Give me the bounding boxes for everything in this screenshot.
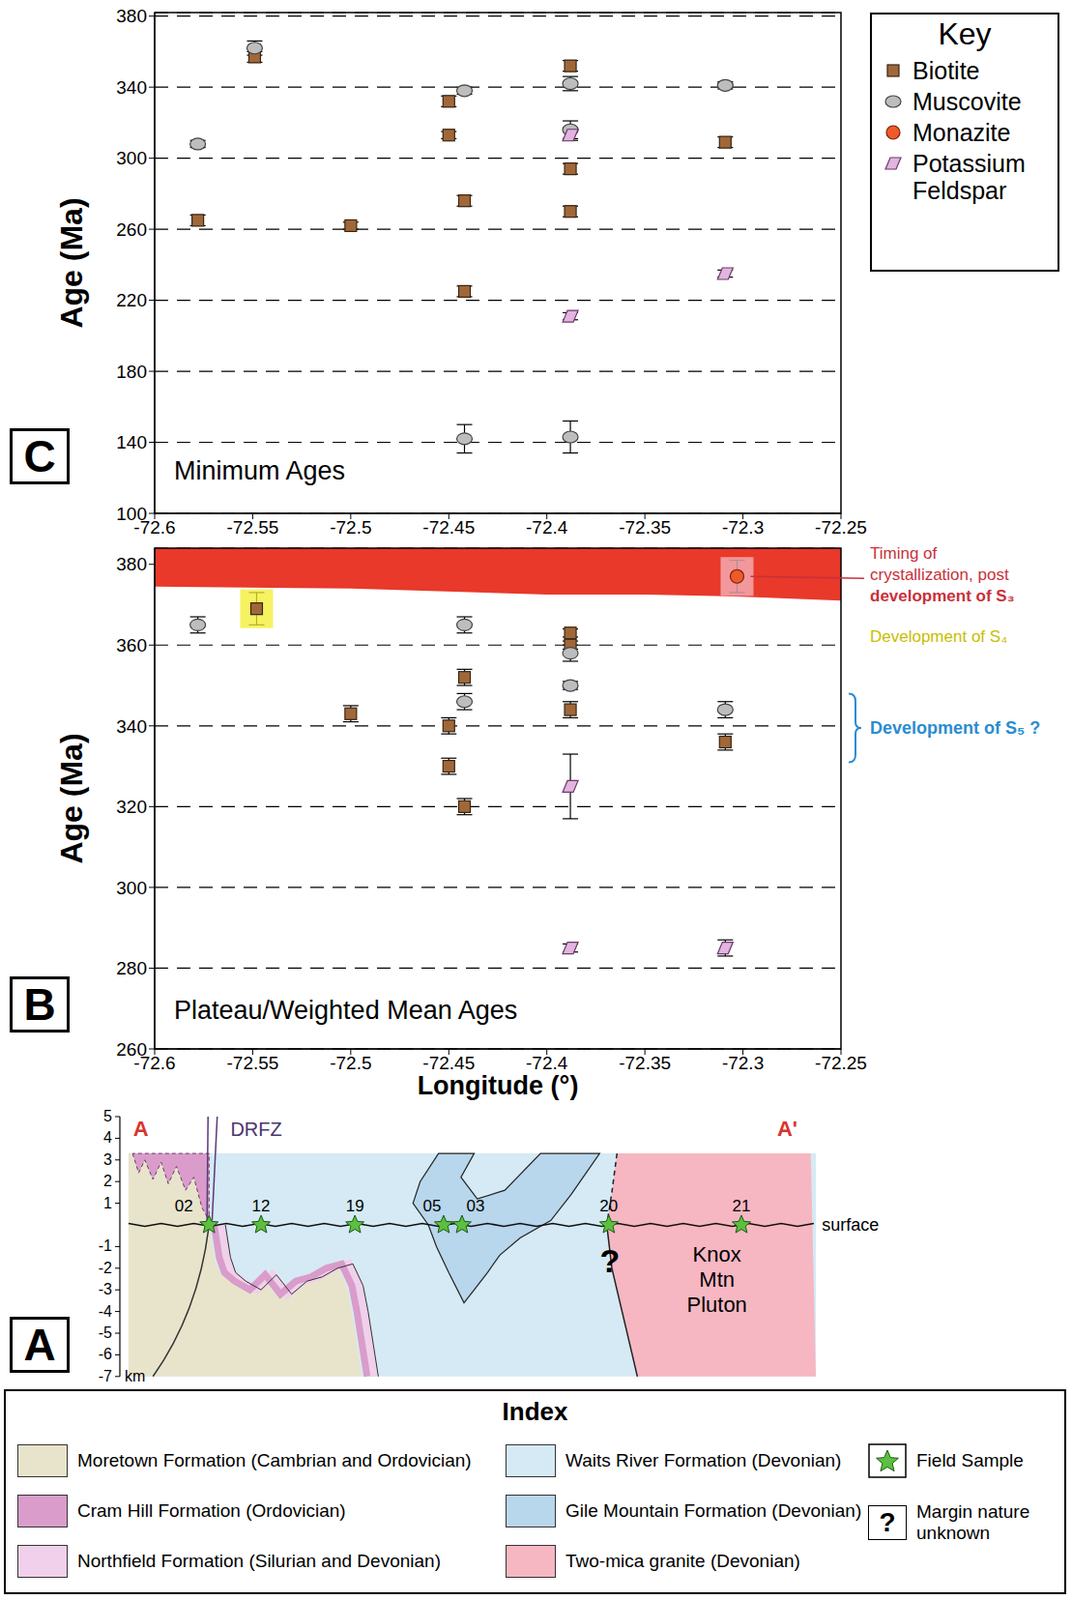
html-text:Plateau/Weighted Mean Ages: Plateau/Weighted Mean Ages bbox=[173, 995, 518, 1025]
svg-text:5: 5 bbox=[103, 1107, 113, 1125]
svg-text:360: 360 bbox=[115, 635, 147, 656]
svg-text:12: 12 bbox=[252, 1196, 271, 1216]
svg-text:-5: -5 bbox=[98, 1324, 113, 1341]
svg-text:-7: -7 bbox=[98, 1367, 113, 1385]
svg-text:crystallization, post: crystallization, post bbox=[869, 565, 1010, 584]
svg-text:development of S₃: development of S₃ bbox=[869, 586, 1015, 606]
svg-text:20: 20 bbox=[599, 1196, 618, 1216]
html-text:Gile Mountain Formation (Devon: Gile Mountain Formation (Devonian) bbox=[565, 1500, 862, 1521]
svg-text:180: 180 bbox=[115, 361, 147, 382]
svg-text:380: 380 bbox=[115, 5, 147, 27]
svg-text:-72.25: -72.25 bbox=[814, 517, 868, 538]
svg-text:-3: -3 bbox=[98, 1280, 113, 1298]
svg-text:-72.5: -72.5 bbox=[329, 1052, 372, 1073]
html-text:Field Sample: Field Sample bbox=[916, 1449, 1024, 1471]
svg-text:-4: -4 bbox=[98, 1303, 113, 1320]
html-text:Northfield Formation (Silurian: Northfield Formation (Silurian and Devon… bbox=[77, 1550, 441, 1571]
svg-text:340: 340 bbox=[115, 77, 147, 98]
svg-text:-1: -1 bbox=[98, 1237, 113, 1254]
html-text:Key: Key bbox=[938, 16, 992, 52]
svg-text:Mtn: Mtn bbox=[698, 1267, 735, 1292]
svg-text:-6: -6 bbox=[98, 1345, 113, 1362]
svg-text:320: 320 bbox=[115, 796, 147, 817]
html-text:C: C bbox=[23, 431, 56, 482]
html-text:Cram Hill Formation (Ordovicia: Cram Hill Formation (Ordovician) bbox=[77, 1500, 346, 1521]
svg-text:km: km bbox=[124, 1367, 145, 1385]
svg-text:21: 21 bbox=[732, 1196, 752, 1216]
html-text:Margin nature unknown: Margin nature unknown bbox=[916, 1501, 1030, 1543]
svg-text:4: 4 bbox=[103, 1129, 113, 1146]
svg-text:-72.6: -72.6 bbox=[133, 517, 176, 538]
svg-text:-72.25: -72.25 bbox=[814, 1052, 868, 1073]
html-text:B: B bbox=[23, 979, 56, 1030]
svg-text:280: 280 bbox=[115, 957, 147, 979]
svg-text:-72.45: -72.45 bbox=[422, 1052, 475, 1073]
svg-text:-72.35: -72.35 bbox=[618, 517, 671, 538]
svg-text:380: 380 bbox=[115, 553, 147, 575]
svg-text:1: 1 bbox=[103, 1194, 113, 1212]
svg-text:?: ? bbox=[599, 1242, 620, 1279]
html-text:Minimum Ages: Minimum Ages bbox=[173, 456, 346, 486]
html-text:Potassium Feldspar: Potassium Feldspar bbox=[912, 149, 1026, 204]
svg-text:300: 300 bbox=[115, 147, 147, 169]
svg-text:300: 300 bbox=[115, 877, 147, 899]
html-text:Two-mica granite (Devonian): Two-mica granite (Devonian) bbox=[565, 1550, 801, 1571]
svg-text:surface: surface bbox=[821, 1215, 879, 1235]
html-text:Moretown Formation (Cambrian a: Moretown Formation (Cambrian and Ordovic… bbox=[77, 1449, 472, 1471]
svg-text:-72.55: -72.55 bbox=[226, 1052, 279, 1073]
svg-text:-72.4: -72.4 bbox=[525, 1052, 569, 1073]
html-text:Index: Index bbox=[502, 1396, 568, 1426]
html-text:A: A bbox=[23, 1319, 56, 1370]
svg-text:Knox: Knox bbox=[693, 1242, 742, 1267]
html-text:Age (Ma): Age (Ma) bbox=[54, 733, 89, 864]
svg-text:100: 100 bbox=[115, 503, 147, 524]
svg-text:Development of S₅ ?: Development of S₅ ? bbox=[869, 718, 1041, 738]
svg-text:2: 2 bbox=[103, 1172, 113, 1189]
svg-text:Development of S₄: Development of S₄ bbox=[869, 627, 1008, 646]
svg-text:-72.5: -72.5 bbox=[329, 517, 372, 538]
html-text:Longitude (°): Longitude (°) bbox=[417, 1071, 579, 1101]
svg-text:Pluton: Pluton bbox=[686, 1292, 747, 1317]
html-text:Monazite: Monazite bbox=[912, 118, 1011, 146]
svg-text:260: 260 bbox=[115, 1039, 147, 1060]
svg-text:-72.6: -72.6 bbox=[133, 1053, 176, 1074]
svg-text:-72.45: -72.45 bbox=[422, 517, 475, 538]
svg-text:-72.3: -72.3 bbox=[722, 517, 764, 538]
svg-text:19: 19 bbox=[346, 1196, 365, 1216]
svg-text:260: 260 bbox=[115, 219, 147, 240]
svg-text:-2: -2 bbox=[98, 1259, 113, 1276]
svg-text:340: 340 bbox=[115, 716, 147, 737]
svg-text:DRFZ: DRFZ bbox=[230, 1118, 282, 1140]
html-text:Muscovite: Muscovite bbox=[912, 87, 1022, 116]
svg-text:03: 03 bbox=[465, 1196, 485, 1216]
svg-text:140: 140 bbox=[115, 432, 147, 453]
svg-text:-72.4: -72.4 bbox=[525, 517, 569, 538]
svg-text:A: A bbox=[133, 1116, 149, 1141]
svg-text:02: 02 bbox=[174, 1196, 194, 1216]
svg-text:220: 220 bbox=[115, 289, 147, 311]
svg-text:05: 05 bbox=[422, 1196, 441, 1216]
html-text:Biotite: Biotite bbox=[912, 57, 980, 85]
html-text:Age (Ma): Age (Ma) bbox=[54, 197, 89, 329]
svg-text:Timing of: Timing of bbox=[869, 544, 938, 563]
html-text:Waits River Formation (Devonia: Waits River Formation (Devonian) bbox=[565, 1449, 842, 1471]
svg-text:-72.3: -72.3 bbox=[722, 1052, 764, 1073]
svg-text:-72.55: -72.55 bbox=[226, 517, 279, 538]
svg-text:A': A' bbox=[777, 1116, 798, 1141]
svg-text:3: 3 bbox=[103, 1151, 113, 1168]
svg-text:-72.35: -72.35 bbox=[618, 1052, 671, 1073]
